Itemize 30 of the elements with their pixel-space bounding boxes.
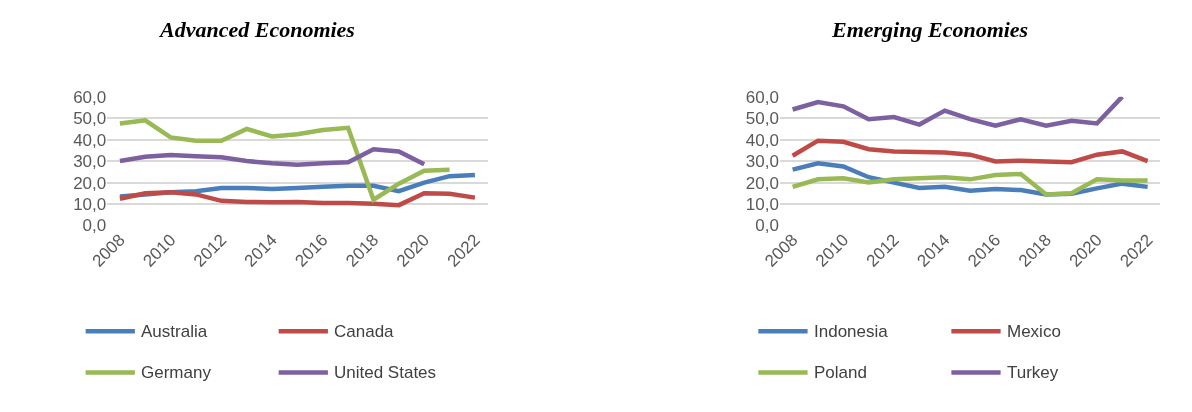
legend-label: Mexico [1007,322,1061,341]
legend-label: Indonesia [814,322,889,341]
y-tick-label: 20,0 [745,173,779,193]
line-series [790,171,1150,197]
y-tick-label: 50,0 [73,109,107,129]
legend-label: Canada [334,322,395,341]
y-tick-label: 10,0 [745,195,779,215]
y-tick-label: 30,0 [745,152,779,172]
y-tick-label: 0,0 [82,216,107,236]
y-tick-label: 40,0 [745,130,779,150]
line-series [117,118,452,203]
legend-label: Poland [814,363,867,382]
y-tick-label: 40,0 [73,130,107,150]
line-series [117,189,478,208]
y-tick-label: 30,0 [73,152,107,172]
line-series [790,96,1125,128]
y-tick-label: 60,0 [745,87,779,107]
y-tick-label: 50,0 [745,109,779,129]
line-series [790,138,1150,165]
legend-label: Turkey [1007,363,1059,382]
legend-label: Germany [141,363,212,382]
line-series [117,147,427,167]
y-tick-label: 0,0 [755,216,779,236]
legend-label: Australia [141,322,208,341]
chart-title: Advanced Economies [158,17,355,42]
y-tick-label: 10,0 [73,195,107,215]
y-tick-label: 20,0 [73,173,107,193]
chart-title: Emerging Economies [831,17,1029,42]
legend-label: United States [334,363,437,382]
y-tick-label: 60,0 [73,87,107,107]
